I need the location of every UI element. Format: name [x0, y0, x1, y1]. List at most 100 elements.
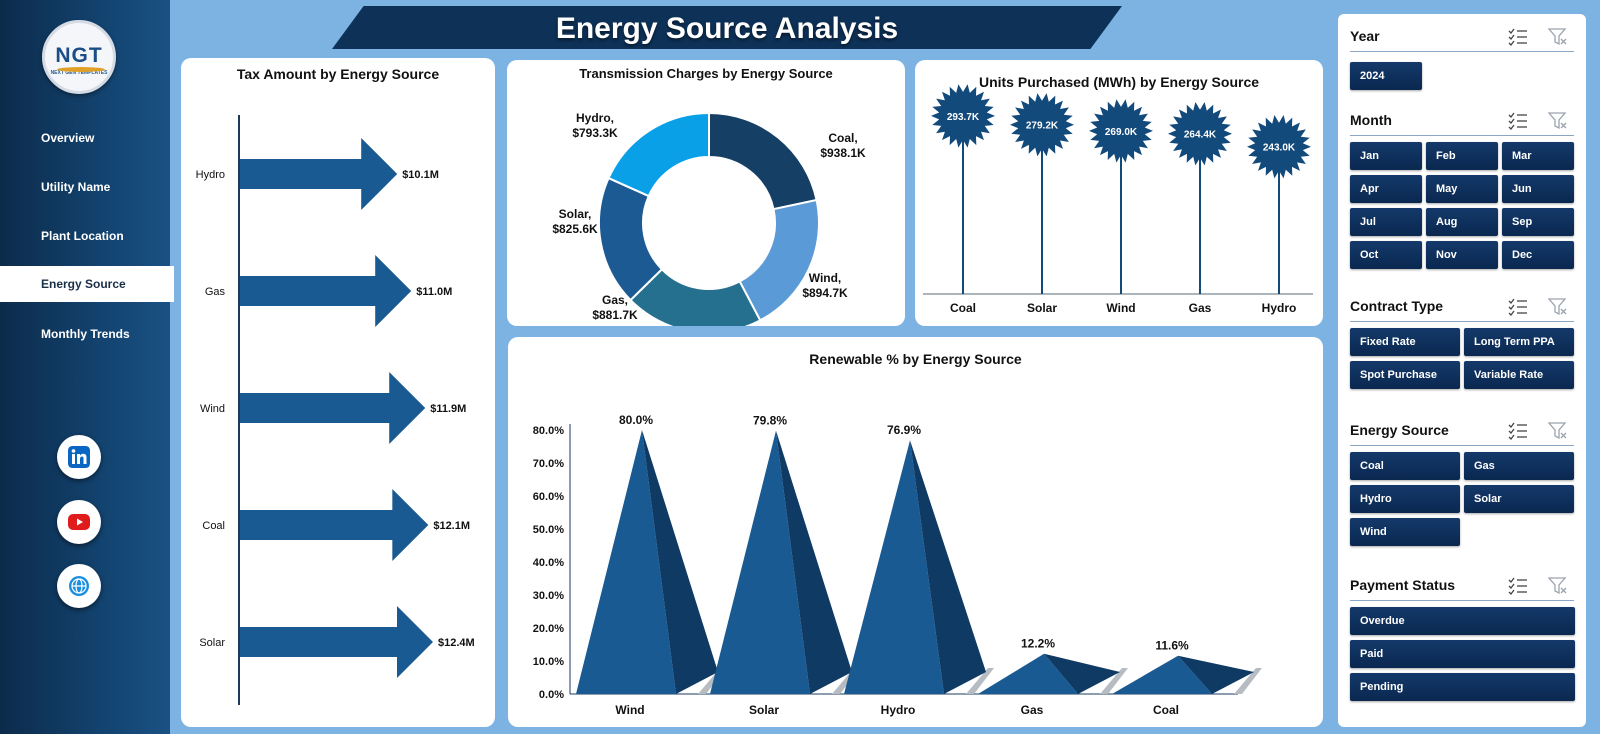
slicer-item-month-may[interactable]: May: [1426, 175, 1498, 203]
slicer-item-month-jan[interactable]: Jan: [1350, 142, 1422, 170]
slicer-item-month-jun[interactable]: Jun: [1502, 175, 1574, 203]
slicer-item-payment-status-overdue[interactable]: Overdue: [1350, 607, 1575, 635]
transmission-charges-title: Transmission Charges by Energy Source: [579, 66, 833, 81]
donut-label-value: $793.3K: [572, 126, 618, 140]
multi-select-icon[interactable]: [1508, 422, 1528, 440]
nav-item-overview[interactable]: Overview: [41, 131, 95, 145]
tax-data-label: $12.4M: [438, 637, 475, 649]
renewable-data-label: 79.8%: [753, 414, 787, 428]
sidebar: NGT NEXT GEN TEMPLATES Overview Utility …: [0, 0, 174, 734]
clear-filter-icon[interactable]: [1547, 298, 1568, 316]
transmission-charges-chart: Coal,$938.1K Wind,$894.7K Gas,$881.7K Solar…: [552, 111, 866, 326]
web-globe-icon: [69, 576, 89, 596]
renewable-pyramid-side-gas: [1044, 653, 1120, 694]
linkedin-icon: [68, 446, 90, 468]
units-category-label: Wind: [1106, 301, 1135, 315]
slicer-item-payment-status-pending[interactable]: Pending: [1350, 673, 1575, 701]
renewable-category-label: Hydro: [881, 703, 916, 717]
nav-item-energy-source[interactable]: Energy Source: [0, 266, 174, 302]
units-marker-hydro: [1247, 115, 1311, 179]
nav-item-monthly-trends[interactable]: Monthly Trends: [41, 327, 130, 341]
renewable-y-tick: 50.0%: [533, 524, 564, 536]
slicer-header-year: Year: [1350, 24, 1574, 52]
slicer-item-contract-type-long-term-ppa[interactable]: Long Term PPA: [1464, 328, 1574, 356]
slicer-item-month-dec[interactable]: Dec: [1502, 241, 1574, 269]
slicer-title: Month: [1350, 112, 1392, 128]
tax-category-label: Hydro: [196, 169, 225, 181]
multi-select-icon[interactable]: [1508, 112, 1528, 130]
donut-label-name: Hydro,: [576, 111, 614, 125]
renewable-y-tick: 70.0%: [533, 458, 564, 470]
donut-label-value: $938.1K: [820, 146, 866, 160]
units-data-label: 269.0K: [1105, 127, 1138, 138]
multi-select-icon[interactable]: [1508, 298, 1528, 316]
youtube-button[interactable]: [57, 500, 101, 544]
tax-category-label: Solar: [199, 637, 225, 649]
slicer-item-year-2024[interactable]: 2024: [1350, 62, 1422, 90]
donut-slice-coal: [708, 111, 818, 211]
nav-item-utility-name[interactable]: Utility Name: [41, 180, 111, 194]
units-category-label: Gas: [1189, 301, 1212, 315]
multi-select-icon[interactable]: [1508, 28, 1528, 46]
renewable-category-label: Wind: [615, 703, 644, 717]
units-purchased-panel: Units Purchased (MWh) by Energy Source 2…: [915, 60, 1323, 326]
tax-category-label: Wind: [200, 403, 225, 415]
slicer-item-month-oct[interactable]: Oct: [1350, 241, 1422, 269]
slicer-item-month-apr[interactable]: Apr: [1350, 175, 1422, 203]
slicer-item-energy-source-wind[interactable]: Wind: [1350, 518, 1460, 546]
renewable-pyramid-side-wind: [642, 430, 718, 694]
logo-mark: NGT: [55, 44, 103, 67]
slicer-item-month-sep[interactable]: Sep: [1502, 208, 1574, 236]
donut-label-value: $825.6K: [552, 222, 598, 236]
nav-item-plant-location[interactable]: Plant Location: [41, 229, 124, 243]
units-marker-coal: [931, 84, 995, 148]
slicer-item-month-aug[interactable]: Aug: [1426, 208, 1498, 236]
clear-filter-icon[interactable]: [1547, 112, 1568, 130]
clear-filter-icon[interactable]: [1547, 577, 1568, 595]
units-category-label: Coal: [950, 301, 976, 315]
multi-select-icon[interactable]: [1508, 577, 1528, 595]
youtube-icon: [68, 514, 90, 530]
slicer-item-contract-type-spot-purchase[interactable]: Spot Purchase: [1350, 361, 1460, 389]
slicer-item-month-mar[interactable]: Mar: [1502, 142, 1574, 170]
linkedin-button[interactable]: [57, 435, 101, 479]
renewable-category-label: Gas: [1021, 703, 1044, 717]
slicer-item-month-jul[interactable]: Jul: [1350, 208, 1422, 236]
slicer-item-payment-status-paid[interactable]: Paid: [1350, 640, 1575, 668]
slicer-item-energy-source-hydro[interactable]: Hydro: [1350, 485, 1460, 513]
renewable-y-tick: 10.0%: [533, 656, 564, 668]
slicer-item-energy-source-gas[interactable]: Gas: [1464, 452, 1574, 480]
tax-data-label: $10.1M: [402, 169, 439, 181]
slicer-item-month-nov[interactable]: Nov: [1426, 241, 1498, 269]
donut-label-value: $894.7K: [802, 286, 848, 300]
slicer-item-energy-source-solar[interactable]: Solar: [1464, 485, 1574, 513]
clear-filter-icon[interactable]: [1547, 28, 1568, 46]
website-button[interactable]: [57, 564, 101, 608]
title-banner: Energy Source Analysis: [332, 6, 1122, 49]
slicer-item-contract-type-variable-rate[interactable]: Variable Rate: [1464, 361, 1574, 389]
tax-bar-solar: [240, 606, 433, 678]
units-purchased-chart: 293.7K Coal 279.2K Solar 269.0K Wind 264.4K Gas…: [923, 84, 1313, 315]
slicer-item-month-feb[interactable]: Feb: [1426, 142, 1498, 170]
units-category-label: Solar: [1027, 301, 1057, 315]
slicer-item-energy-source-coal[interactable]: Coal: [1350, 452, 1460, 480]
tax-amount-chart: Hydro $10.1M Gas $11.0M Wind $11.9M Coal $12.1M…: [196, 115, 475, 705]
donut-label-name: Solar,: [559, 207, 592, 221]
slicer-title: Contract Type: [1350, 298, 1444, 314]
units-data-label: 293.7K: [947, 112, 980, 123]
clear-filter-icon[interactable]: [1547, 422, 1568, 440]
tax-data-label: $11.0M: [416, 286, 452, 298]
units-marker-gas: [1168, 102, 1232, 166]
slicer-item-contract-type-fixed-rate[interactable]: Fixed Rate: [1350, 328, 1460, 356]
tax-amount-title: Tax Amount by Energy Source: [236, 66, 440, 82]
renewable-y-tick: 30.0%: [533, 590, 564, 602]
renewable-data-label: 76.9%: [887, 423, 921, 437]
renewable-data-label: 11.6%: [1155, 639, 1189, 653]
renewable-y-tick: 80.0%: [533, 425, 564, 437]
renewable-pyramid-front-solar: [710, 430, 810, 694]
renewable-data-label: 80.0%: [619, 413, 653, 427]
renewable-data-label: 12.2%: [1021, 637, 1055, 651]
renewable-percent-panel: Renewable % by Energy Source 0.0% 10.0% 20…: [508, 337, 1323, 727]
tax-category-label: Gas: [205, 286, 226, 298]
renewable-pyramid-front-coal: [1112, 655, 1212, 694]
